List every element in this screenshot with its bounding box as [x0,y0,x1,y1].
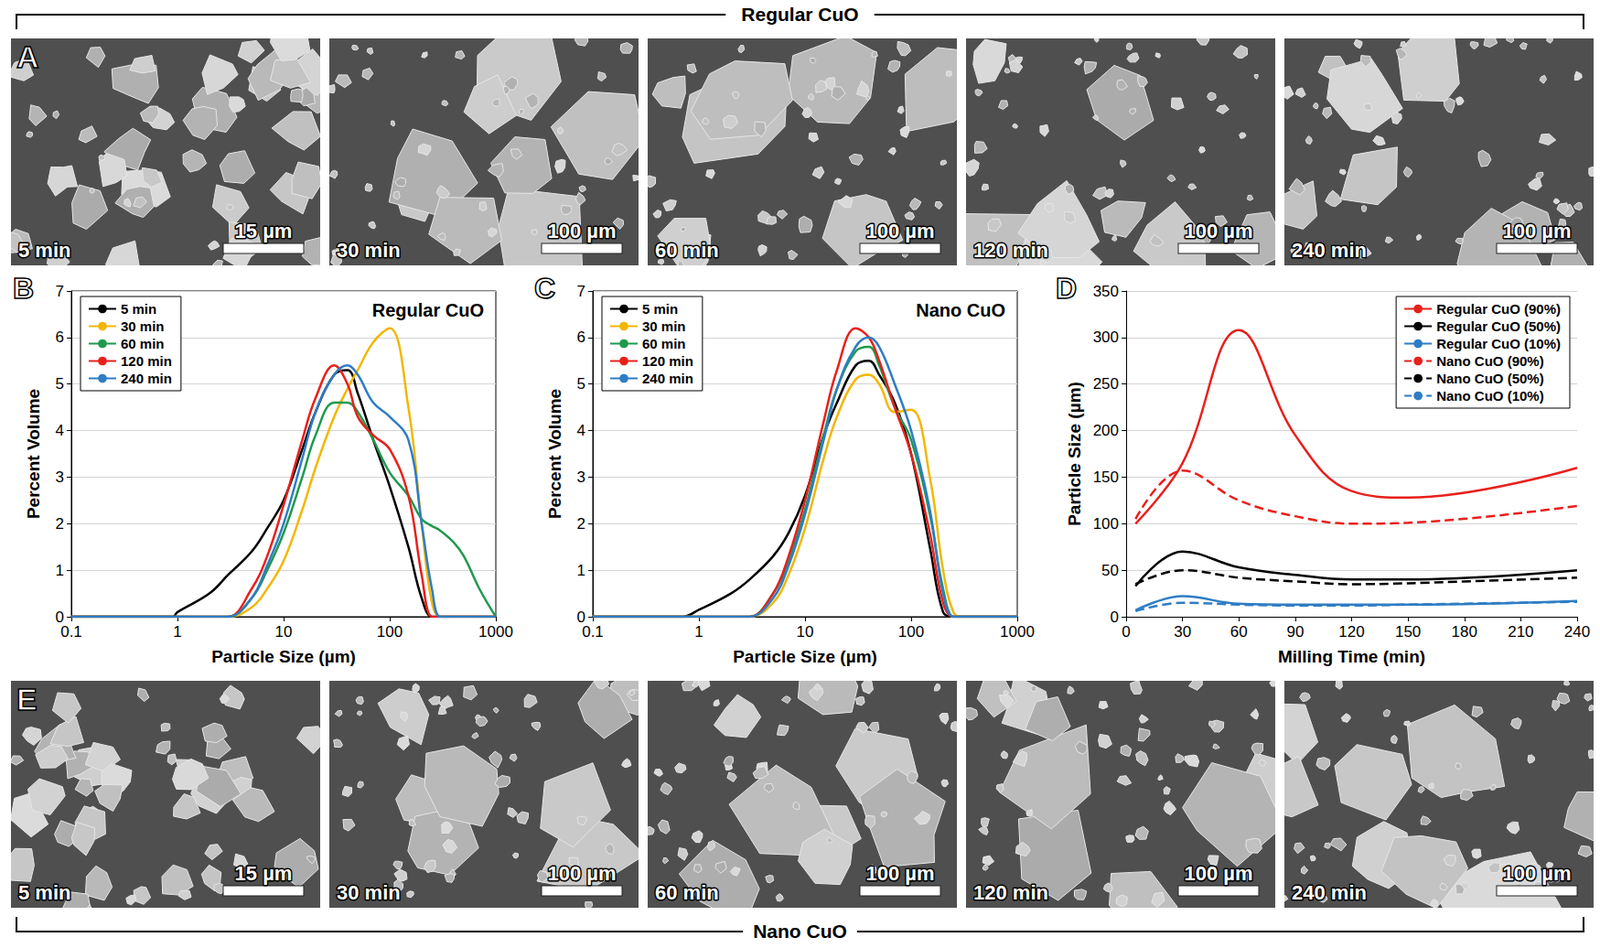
svg-text:0.1: 0.1 [60,622,83,641]
svg-text:1: 1 [172,622,182,641]
svg-text:100 µm: 100 µm [547,861,616,885]
svg-text:0: 0 [1121,622,1130,641]
svg-text:15 µm: 15 µm [235,861,293,885]
svg-text:30 min: 30 min [120,318,165,334]
svg-text:D: D [1055,271,1077,305]
svg-text:Regular CuO: Regular CuO [372,300,484,321]
svg-text:Particle Size (µm): Particle Size (µm) [211,646,356,666]
svg-text:Nano CuO (50%): Nano CuO (50%) [1436,370,1545,387]
svg-text:180: 180 [1451,622,1478,641]
svg-text:60: 60 [1230,622,1248,641]
svg-text:250: 250 [1093,375,1119,393]
svg-text:240 min: 240 min [1291,238,1367,262]
svg-text:C: C [534,271,556,305]
svg-text:300: 300 [1093,328,1119,346]
svg-text:120 min: 120 min [642,353,694,369]
svg-text:6: 6 [577,328,586,346]
svg-text:120: 120 [1338,622,1364,641]
svg-text:90: 90 [1286,622,1304,641]
svg-text:0: 0 [1110,608,1119,626]
svg-text:210: 210 [1507,622,1534,641]
svg-text:Particle Size (µm): Particle Size (µm) [732,646,878,666]
svg-text:100 µm: 100 µm [547,219,616,243]
svg-text:1000: 1000 [999,622,1035,641]
svg-text:Particle Size (µm): Particle Size (µm) [1064,381,1085,527]
svg-text:7: 7 [577,282,586,301]
svg-text:1: 1 [577,561,586,580]
svg-text:100 µm: 100 µm [1502,861,1571,885]
svg-text:240 min: 240 min [642,370,694,387]
svg-text:50: 50 [1101,561,1119,580]
svg-text:Nano CuO (10%): Nano CuO (10%) [1436,387,1545,404]
svg-text:2: 2 [577,515,586,533]
svg-text:240: 240 [1564,622,1590,641]
svg-text:0.1: 0.1 [581,622,604,641]
svg-text:6: 6 [55,328,65,346]
svg-text:4: 4 [55,421,65,440]
svg-text:30 min: 30 min [642,318,687,334]
svg-text:10: 10 [275,622,293,641]
svg-text:Regular CuO: Regular CuO [740,3,859,25]
svg-text:A: A [16,39,40,75]
svg-text:15 µm: 15 µm [235,219,293,243]
svg-text:5: 5 [577,375,586,393]
svg-text:Milling Time (min): Milling Time (min) [1277,646,1426,666]
svg-text:60 min: 60 min [655,238,720,262]
svg-text:2: 2 [55,515,65,533]
svg-text:5 min: 5 min [18,880,71,904]
svg-text:30: 30 [1173,622,1192,641]
svg-text:100 µm: 100 µm [1183,861,1253,885]
svg-text:Regular CuO (90%): Regular CuO (90%) [1436,300,1561,317]
svg-text:100: 100 [1093,515,1119,533]
svg-text:30 min: 30 min [336,238,401,262]
svg-text:4: 4 [577,421,586,440]
svg-text:120 min: 120 min [120,353,172,369]
svg-text:100 µm: 100 µm [1502,219,1571,243]
svg-text:100 µm: 100 µm [865,219,935,243]
svg-text:E: E [16,681,38,717]
svg-text:Percent Volume: Percent Volume [23,388,43,519]
svg-text:240 min: 240 min [120,370,172,387]
svg-text:240 min: 240 min [1291,880,1367,904]
svg-text:100: 100 [376,622,403,641]
svg-text:0: 0 [576,607,586,626]
svg-text:120 min: 120 min [973,238,1049,262]
svg-text:60 min: 60 min [120,335,165,352]
svg-text:Regular CuO (10%): Regular CuO (10%) [1436,335,1561,352]
svg-text:5: 5 [55,375,65,393]
svg-text:3: 3 [55,468,65,486]
svg-text:1000: 1000 [478,622,514,641]
svg-text:100 µm: 100 µm [865,861,935,885]
svg-text:30 min: 30 min [336,880,401,904]
svg-text:120 min: 120 min [973,880,1049,904]
svg-text:200: 200 [1093,421,1119,440]
svg-text:5 min: 5 min [120,300,157,317]
svg-text:150: 150 [1395,622,1421,641]
svg-text:350: 350 [1093,282,1119,301]
svg-text:100 µm: 100 µm [1183,219,1253,243]
svg-text:1: 1 [55,561,65,580]
svg-text:Percent Volume: Percent Volume [545,388,565,519]
svg-text:150: 150 [1093,468,1119,486]
svg-text:10: 10 [796,622,815,641]
svg-text:Nano CuO: Nano CuO [752,920,848,942]
svg-text:B: B [12,271,34,305]
svg-text:0: 0 [55,607,65,626]
svg-text:3: 3 [577,468,586,486]
svg-text:5 min: 5 min [18,238,71,262]
svg-text:Nano CuO: Nano CuO [915,300,1006,321]
svg-text:Regular CuO (50%): Regular CuO (50%) [1436,318,1561,334]
svg-text:5 min: 5 min [642,300,678,317]
svg-text:60 min: 60 min [642,335,687,352]
svg-text:60 min: 60 min [655,880,720,904]
svg-text:7: 7 [55,282,65,301]
svg-text:100: 100 [898,622,924,641]
svg-text:Nano CuO (90%): Nano CuO (90%) [1436,353,1545,369]
svg-text:1: 1 [694,622,703,641]
